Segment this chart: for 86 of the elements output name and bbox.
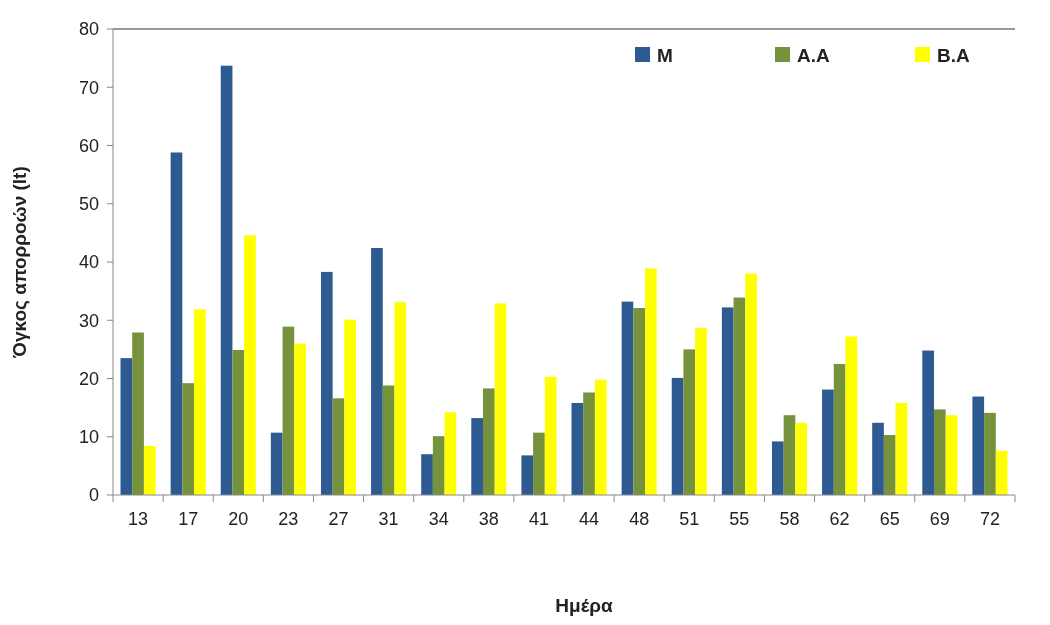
x-tick-label: 38 <box>478 509 499 529</box>
bar <box>120 358 133 495</box>
bar <box>721 307 734 495</box>
x-tick-label: 27 <box>328 509 349 529</box>
bar <box>182 383 195 495</box>
bar <box>683 349 696 495</box>
bar <box>332 398 345 495</box>
bar <box>671 377 684 495</box>
x-tick-label: 41 <box>528 509 549 529</box>
bar <box>795 422 808 495</box>
bar <box>933 409 946 495</box>
bar <box>594 379 607 495</box>
x-tick-label: 13 <box>128 509 149 529</box>
bar <box>232 349 245 495</box>
y-tick-label: 20 <box>78 368 99 389</box>
y-tick-label: 70 <box>78 77 99 98</box>
bar <box>132 332 144 495</box>
legend-label: B.A <box>937 44 970 66</box>
x-tick-label: 58 <box>779 509 800 529</box>
bar <box>922 350 934 495</box>
x-tick-label: 23 <box>278 509 299 529</box>
bar <box>432 436 445 495</box>
bar <box>244 235 256 495</box>
bar <box>733 297 746 495</box>
bar <box>571 402 584 495</box>
bar <box>745 273 757 495</box>
bar <box>872 422 884 495</box>
y-tick-label: 40 <box>78 252 99 273</box>
y-tick-label: 60 <box>78 135 99 156</box>
y-tick-label: 0 <box>88 485 99 506</box>
legend-label: A.A <box>797 44 830 66</box>
bar <box>382 385 395 495</box>
bar <box>833 363 846 495</box>
bar <box>544 376 557 495</box>
y-axis-title: Όγκος απορροών (lt) <box>9 166 30 359</box>
bar <box>695 327 707 495</box>
x-tick-label: 20 <box>228 509 249 529</box>
x-tick-label: 17 <box>178 509 199 529</box>
bar <box>143 446 156 495</box>
bar <box>344 319 357 495</box>
bar <box>945 415 958 495</box>
x-tick-label: 62 <box>829 509 850 529</box>
bar <box>883 435 896 495</box>
bar <box>320 271 333 495</box>
bar <box>633 308 646 495</box>
x-tick-label: 31 <box>378 509 399 529</box>
bar <box>621 301 634 495</box>
bar <box>170 152 183 495</box>
bar <box>771 441 784 495</box>
bar <box>482 388 495 495</box>
x-tick-label: 69 <box>929 509 950 529</box>
bar <box>220 65 233 495</box>
bar <box>444 412 457 495</box>
y-tick-label: 10 <box>78 427 99 448</box>
bar <box>984 412 996 495</box>
x-tick-label: 44 <box>579 509 600 529</box>
bar <box>421 454 433 495</box>
bar <box>995 450 1008 495</box>
x-axis-title: Ημέρα <box>555 595 613 616</box>
bar <box>494 303 507 495</box>
x-tick-label: 34 <box>428 509 449 529</box>
bar <box>972 396 985 495</box>
bar <box>194 309 206 495</box>
bar <box>371 248 383 495</box>
bar <box>521 455 534 495</box>
x-tick-label: 51 <box>679 509 700 529</box>
y-tick-label: 80 <box>78 19 99 40</box>
x-tick-label: 48 <box>629 509 650 529</box>
x-tick-label: 55 <box>729 509 750 529</box>
bar <box>895 402 908 495</box>
bar <box>270 432 283 495</box>
bar <box>471 418 483 495</box>
x-tick-label: 72 <box>979 509 1000 529</box>
legend-label: M <box>657 44 673 66</box>
bar <box>645 268 657 495</box>
bar <box>822 389 834 495</box>
bar <box>533 432 545 495</box>
bar <box>583 392 595 495</box>
bar <box>845 336 858 495</box>
x-tick-label: 65 <box>879 509 900 529</box>
bar <box>394 302 407 495</box>
bar <box>783 415 796 495</box>
bar <box>294 343 306 495</box>
y-tick-label: 50 <box>78 194 99 215</box>
bar <box>282 326 295 495</box>
y-tick-label: 30 <box>78 310 99 331</box>
